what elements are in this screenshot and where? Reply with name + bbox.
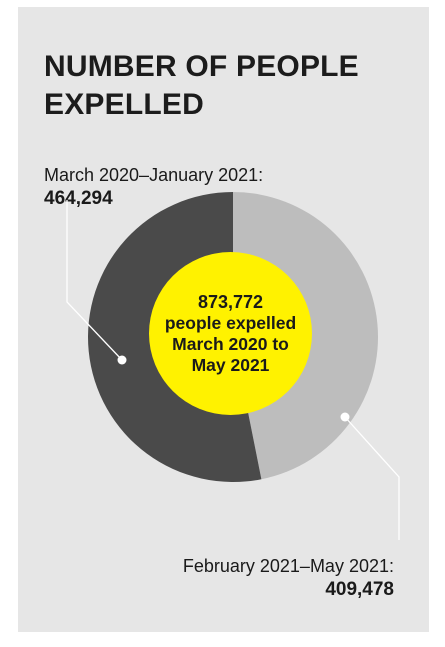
leader-dot-first	[117, 355, 127, 365]
slice-label-first-value: 464,294	[44, 188, 113, 209]
leader-line-first	[66, 200, 123, 361]
chart-title: NUMBER OF PEOPLE EXPELLED	[44, 50, 359, 121]
slice-label-second: February 2021–May 2021: 409,478	[183, 554, 394, 602]
center-text-line2: people expelled	[164, 312, 297, 333]
slice-label-first-period: March 2020–January 2021:	[44, 165, 264, 185]
center-text-line3: March 2020 to	[172, 333, 289, 354]
leader-dot-second	[340, 412, 350, 422]
center-total: 873,772	[197, 291, 264, 312]
center-text-line4: May 2021	[191, 354, 270, 375]
slice-label-second-value: 409,478	[325, 579, 394, 600]
leader-line-second	[344, 416, 400, 540]
slice-label-second-period: February 2021–May 2021:	[182, 556, 394, 576]
donut-center: 873,772 people expelled March 2020 to Ma…	[149, 252, 312, 415]
slice-label-first: March 2020–January 2021: 464,294	[44, 163, 263, 211]
